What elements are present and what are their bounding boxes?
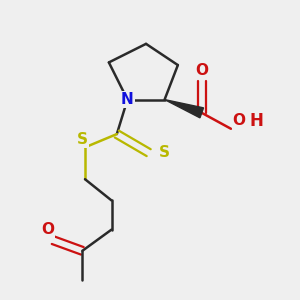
Text: N: N	[121, 92, 134, 107]
Text: S: S	[77, 132, 88, 147]
Text: O: O	[232, 113, 245, 128]
Polygon shape	[165, 100, 203, 118]
Text: O: O	[195, 63, 208, 78]
Text: H: H	[250, 112, 263, 130]
Text: O: O	[41, 222, 54, 237]
Text: S: S	[159, 145, 170, 160]
